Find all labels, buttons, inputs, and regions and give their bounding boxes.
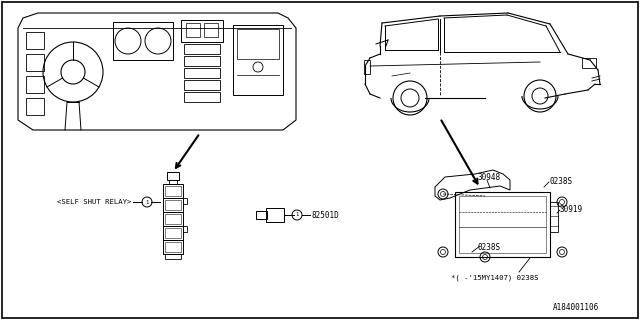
Bar	[163, 184, 183, 198]
Bar	[237, 29, 279, 59]
Bar	[165, 254, 181, 259]
Bar	[266, 208, 284, 222]
Bar	[183, 198, 187, 204]
Bar	[165, 242, 181, 252]
Text: 0238S: 0238S	[478, 244, 501, 252]
Bar	[165, 214, 181, 224]
Bar	[26, 76, 44, 93]
Text: <SELF SHUT RELAY>: <SELF SHUT RELAY>	[56, 199, 131, 205]
Bar	[165, 228, 181, 238]
Bar	[169, 180, 177, 184]
Bar	[256, 211, 267, 219]
Circle shape	[142, 197, 152, 207]
Bar	[184, 68, 220, 78]
Bar	[26, 54, 44, 71]
Text: 1: 1	[145, 199, 148, 204]
Bar	[184, 56, 220, 66]
Bar	[181, 20, 223, 42]
Text: 30948: 30948	[478, 172, 501, 181]
Bar	[455, 192, 550, 257]
Bar	[233, 25, 283, 95]
Bar	[364, 60, 370, 74]
Bar	[167, 172, 179, 180]
Bar	[163, 226, 183, 240]
Text: 30919: 30919	[560, 205, 583, 214]
Bar	[165, 200, 181, 210]
Bar	[26, 98, 44, 115]
Bar	[186, 23, 200, 37]
Bar	[165, 186, 181, 196]
Bar	[26, 32, 44, 49]
Circle shape	[292, 210, 302, 220]
Text: 0238S: 0238S	[549, 178, 572, 187]
Text: 1: 1	[296, 212, 299, 218]
Bar	[113, 22, 173, 60]
Bar	[184, 92, 220, 102]
Bar	[184, 80, 220, 90]
Bar	[582, 58, 596, 68]
Bar	[184, 44, 220, 54]
Bar	[163, 198, 183, 212]
Bar	[459, 196, 546, 253]
Bar	[163, 240, 183, 254]
Text: A184001106: A184001106	[553, 303, 599, 313]
Bar	[550, 202, 558, 232]
Text: 82501D: 82501D	[311, 211, 339, 220]
Bar	[183, 226, 187, 232]
Text: *( -'15MY1407) 0238S: *( -'15MY1407) 0238S	[451, 275, 538, 281]
Bar	[204, 23, 218, 37]
Bar	[163, 212, 183, 226]
